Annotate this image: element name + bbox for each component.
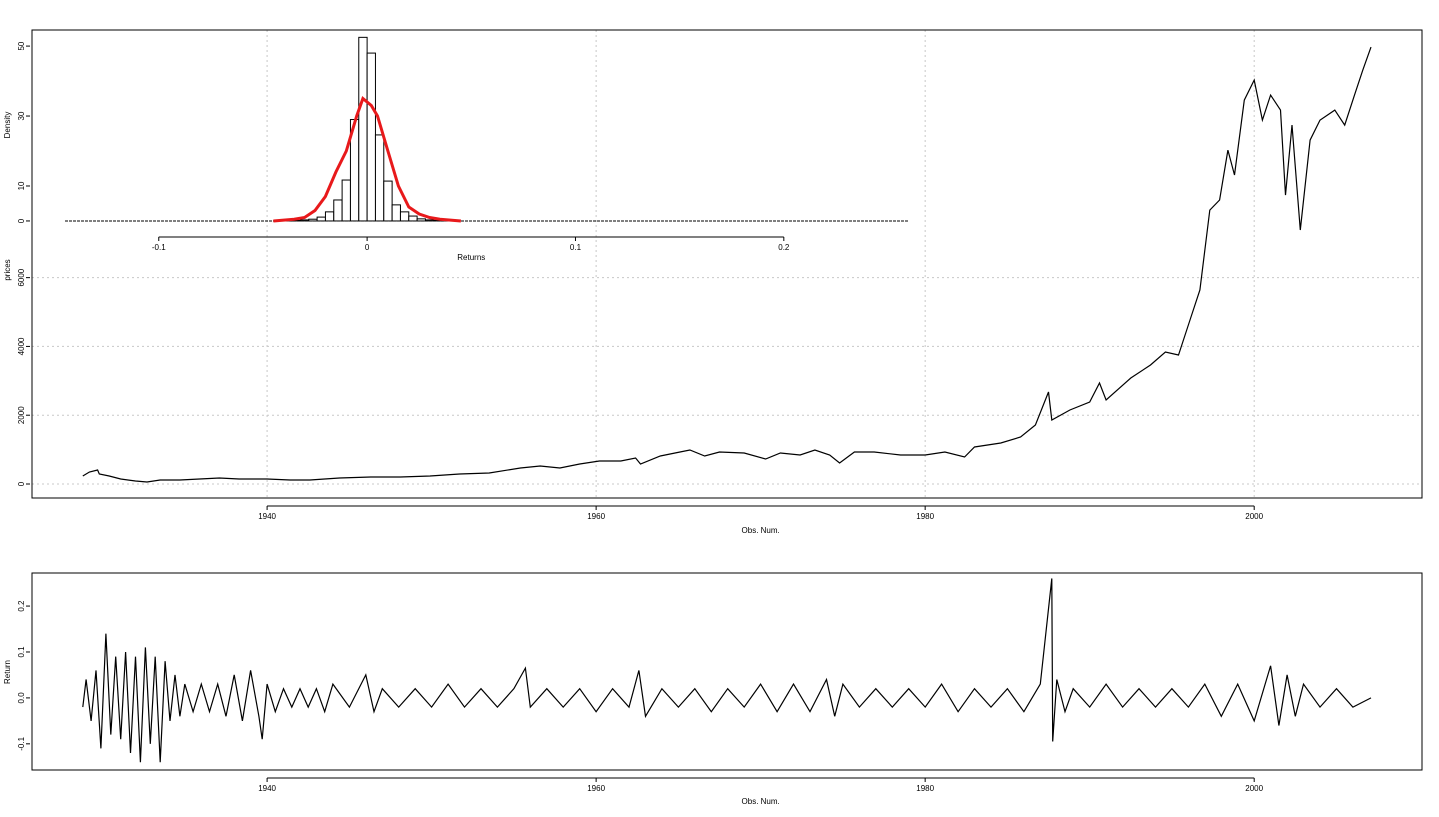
- x-tick-label: -0.1: [152, 243, 166, 252]
- x-axis-label: Returns: [457, 253, 485, 262]
- x-tick-label: 1960: [587, 784, 605, 793]
- histogram-bar: [409, 216, 417, 221]
- x-tick-label: 1980: [916, 512, 934, 521]
- x-tick-label: 1940: [258, 784, 276, 793]
- histogram-bar: [317, 217, 325, 221]
- y-tick-label: 10: [17, 181, 26, 190]
- x-axis-label: Obs. Num.: [742, 797, 780, 806]
- plot-frame: [32, 30, 1422, 498]
- y-tick-label: -0.1: [17, 736, 26, 750]
- y-axis-label: Density: [3, 112, 12, 139]
- histogram-bar: [300, 220, 308, 221]
- x-tick-label: 1980: [916, 784, 934, 793]
- x-tick-label: 0.1: [570, 243, 582, 252]
- y-axis-label: Return: [3, 660, 12, 684]
- histogram-bar: [375, 135, 383, 221]
- y-tick-label: 0.0: [17, 692, 26, 704]
- x-axis-label: Obs. Num.: [742, 526, 780, 535]
- histogram-bar: [359, 37, 367, 221]
- y-tick-label: 30: [17, 111, 26, 120]
- y-tick-label: 4000: [17, 337, 26, 355]
- y-tick-label: 2000: [17, 406, 26, 424]
- data-line: [83, 579, 1371, 763]
- plot-frame: [32, 573, 1422, 770]
- histogram-bar: [425, 220, 433, 221]
- y-tick-label: 50: [17, 41, 26, 50]
- histogram-bar: [384, 181, 392, 221]
- y-tick-label: 6000: [17, 268, 26, 286]
- x-tick-label: 0: [365, 243, 370, 252]
- y-tick-label: 0: [17, 481, 26, 486]
- histogram-bar: [342, 180, 350, 221]
- x-tick-label: 0.2: [778, 243, 790, 252]
- y-tick-label: 0.2: [17, 600, 26, 612]
- data-line: [83, 47, 1371, 482]
- histogram-bar: [334, 200, 342, 221]
- y-tick-label: 0: [17, 218, 26, 223]
- x-tick-label: 1960: [587, 512, 605, 521]
- histogram-bar: [325, 212, 333, 221]
- x-tick-label: 2000: [1245, 512, 1263, 521]
- histogram-bar: [309, 219, 317, 221]
- y-tick-label: 0.1: [17, 646, 26, 658]
- histogram-bar: [417, 219, 425, 221]
- histogram-bar: [392, 205, 400, 221]
- histogram-bar: [367, 53, 375, 221]
- x-tick-label: 2000: [1245, 784, 1263, 793]
- x-tick-label: 1940: [258, 512, 276, 521]
- y-axis-label: prices: [3, 259, 12, 280]
- histogram-bar: [400, 212, 408, 221]
